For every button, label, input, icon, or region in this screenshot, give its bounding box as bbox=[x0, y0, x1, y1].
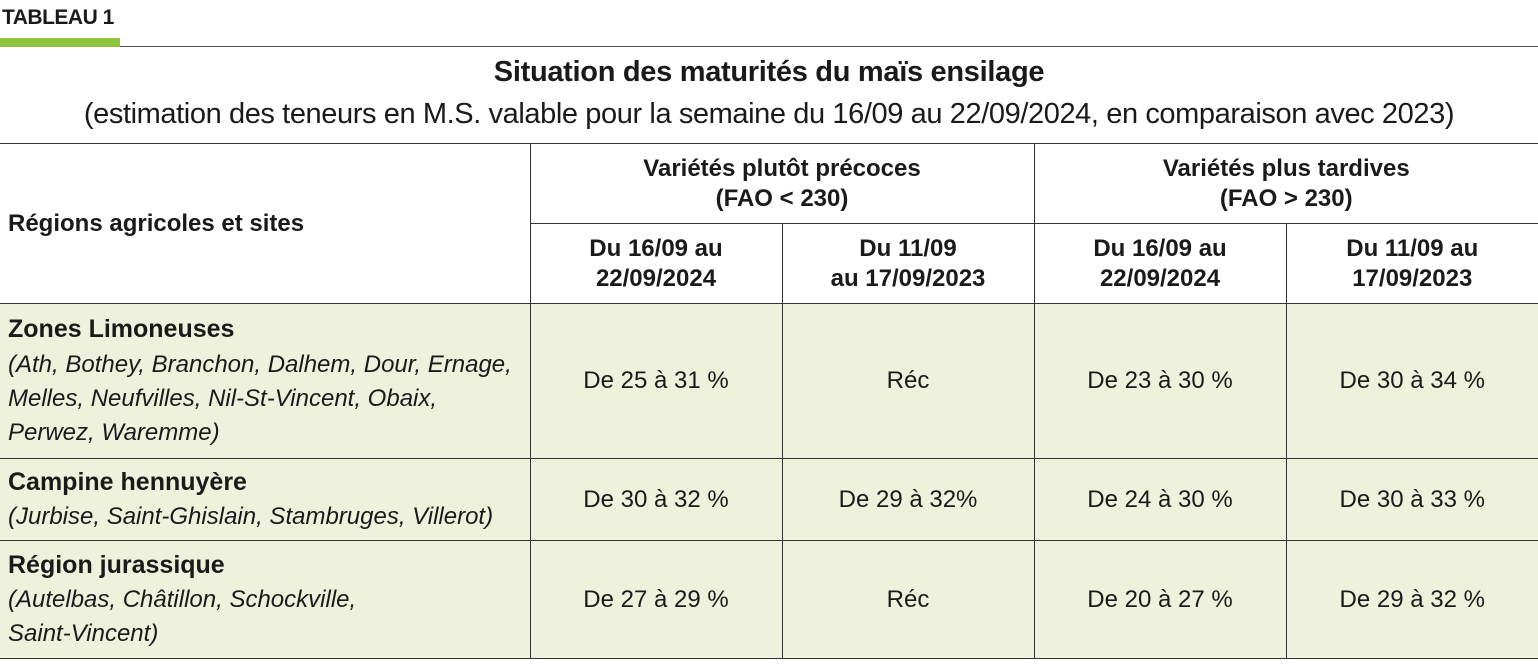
region-sites: (Ath, Bothey, Branchon, Dalhem, Dour, Er… bbox=[8, 350, 512, 378]
value-cell: Réc bbox=[781, 540, 1035, 659]
value-cell: De 29 à 32% bbox=[781, 458, 1035, 541]
region-sites: Saint-Vincent) bbox=[8, 620, 159, 648]
header-row-periods: Du 16/09 au 22/09/2024 Du 11/09 au 17/09… bbox=[0, 223, 1538, 304]
region-name: Zones Limoneuses bbox=[8, 315, 235, 344]
region-name: Région jurassique bbox=[8, 550, 225, 579]
accent-bar bbox=[0, 38, 120, 47]
period-label: 17/09/2023 bbox=[1352, 264, 1473, 292]
table-row: Campine hennuyère (Jurbise, Saint-Ghisla… bbox=[0, 458, 1538, 541]
period-label: au 17/09/2023 bbox=[830, 264, 986, 292]
maturity-table: Régions agricoles et sites Variétés plut… bbox=[0, 143, 1538, 659]
value-cell: De 23 à 30 % bbox=[1033, 303, 1287, 459]
value-cell: De 27 à 29 % bbox=[529, 540, 783, 659]
period-label: Du 11/09 au bbox=[1346, 234, 1479, 262]
group-header-late: Variétés plus tardives (FAO > 230) bbox=[1033, 143, 1538, 224]
period-header-late-2024: Du 16/09 au 22/09/2024 bbox=[1033, 223, 1287, 304]
region-column-header: Régions agricoles et sites bbox=[0, 143, 531, 304]
group-early-fao: (FAO < 230) bbox=[715, 184, 849, 212]
table-row: Région jurassique (Autelbas, Châtillon, … bbox=[0, 540, 1538, 659]
period-label: Du 11/09 bbox=[859, 234, 957, 262]
value-cell: De 24 à 30 % bbox=[1033, 458, 1287, 541]
region-cell: Zones Limoneuses (Ath, Bothey, Branchon,… bbox=[0, 303, 531, 459]
group-early-label: Variétés plutôt précoces bbox=[643, 154, 921, 182]
region-name: Campine hennuyère bbox=[8, 467, 247, 496]
region-sites: (Autelbas, Châtillon, Schockville, bbox=[8, 586, 357, 614]
table-subtitle: (estimation des teneurs en M.S. valable … bbox=[83, 98, 1455, 130]
region-column-label: Régions agricoles et sites bbox=[8, 209, 305, 237]
region-cell: Campine hennuyère (Jurbise, Saint-Ghisla… bbox=[0, 458, 531, 541]
value-cell: De 20 à 27 % bbox=[1033, 540, 1287, 659]
value-cell: De 29 à 32 % bbox=[1285, 540, 1538, 659]
divider-line bbox=[120, 46, 1538, 47]
group-late-fao: (FAO > 230) bbox=[1219, 184, 1353, 212]
value-cell: De 30 à 33 % bbox=[1285, 458, 1538, 541]
value-cell: De 30 à 32 % bbox=[529, 458, 783, 541]
value-cell: Réc bbox=[781, 303, 1035, 459]
group-late-label: Variétés plus tardives bbox=[1162, 154, 1410, 182]
header-row-groups: Régions agricoles et sites Variétés plut… bbox=[0, 143, 1538, 304]
region-sites: Melles, Neufvilles, Nil-St-Vincent, Obai… bbox=[8, 384, 438, 412]
period-header-early-2024: Du 16/09 au 22/09/2024 bbox=[529, 223, 783, 304]
table-title: Situation des maturités du maïs ensilage bbox=[493, 56, 1045, 88]
region-sites: (Jurbise, Saint-Ghislain, Stambruges, Vi… bbox=[8, 503, 494, 531]
group-header-early: Variétés plutôt précoces (FAO < 230) bbox=[529, 143, 1035, 224]
value-cell: De 25 à 31 % bbox=[529, 303, 783, 459]
period-label: Du 16/09 au bbox=[589, 234, 723, 262]
table-tag: TABLEAU 1 bbox=[2, 6, 114, 29]
period-label: 22/09/2024 bbox=[595, 264, 717, 292]
table-row: Zones Limoneuses (Ath, Bothey, Branchon,… bbox=[0, 303, 1538, 459]
value-cell: De 30 à 34 % bbox=[1285, 303, 1538, 459]
region-cell: Région jurassique (Autelbas, Châtillon, … bbox=[0, 540, 531, 659]
region-sites: Perwez, Waremme) bbox=[8, 418, 220, 446]
period-header-late-2023: Du 11/09 au 17/09/2023 bbox=[1285, 223, 1538, 304]
period-header-early-2023: Du 11/09 au 17/09/2023 bbox=[781, 223, 1035, 304]
period-label: Du 16/09 au bbox=[1093, 234, 1227, 262]
period-label: 22/09/2024 bbox=[1099, 264, 1221, 292]
